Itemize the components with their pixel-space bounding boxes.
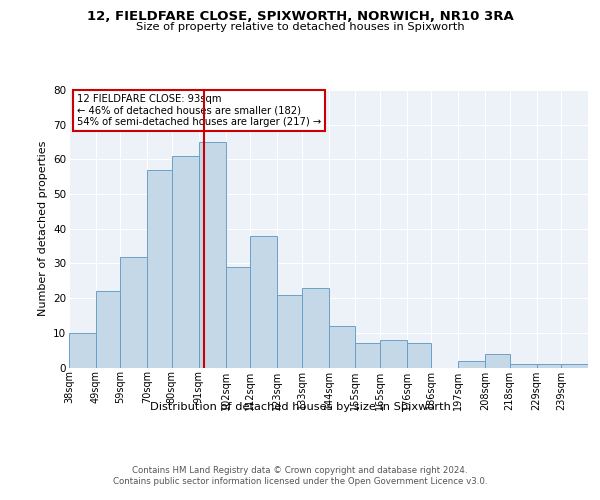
- Text: Size of property relative to detached houses in Spixworth: Size of property relative to detached ho…: [136, 22, 464, 32]
- Bar: [536, 364, 561, 368]
- Bar: [199, 142, 226, 368]
- Y-axis label: Number of detached properties: Number of detached properties: [38, 141, 47, 316]
- Bar: [458, 360, 485, 368]
- Bar: [561, 364, 588, 368]
- Bar: [329, 326, 355, 368]
- Bar: [355, 343, 380, 367]
- Text: Distribution of detached houses by size in Spixworth: Distribution of detached houses by size …: [149, 402, 451, 412]
- Bar: [226, 267, 250, 368]
- Text: Contains public sector information licensed under the Open Government Licence v3: Contains public sector information licen…: [113, 477, 487, 486]
- Bar: [509, 364, 536, 368]
- Bar: [250, 236, 277, 368]
- Bar: [69, 333, 96, 368]
- Text: 12, FIELDFARE CLOSE, SPIXWORTH, NORWICH, NR10 3RA: 12, FIELDFARE CLOSE, SPIXWORTH, NORWICH,…: [86, 10, 514, 23]
- Bar: [380, 340, 407, 367]
- Text: Contains HM Land Registry data © Crown copyright and database right 2024.: Contains HM Land Registry data © Crown c…: [132, 466, 468, 475]
- Bar: [277, 294, 302, 368]
- Bar: [172, 156, 199, 368]
- Bar: [148, 170, 172, 368]
- Bar: [96, 291, 121, 368]
- Bar: [407, 343, 431, 367]
- Bar: [302, 288, 329, 368]
- Bar: [485, 354, 509, 368]
- Bar: [121, 256, 148, 368]
- Text: 12 FIELDFARE CLOSE: 93sqm
← 46% of detached houses are smaller (182)
54% of semi: 12 FIELDFARE CLOSE: 93sqm ← 46% of detac…: [77, 94, 321, 128]
